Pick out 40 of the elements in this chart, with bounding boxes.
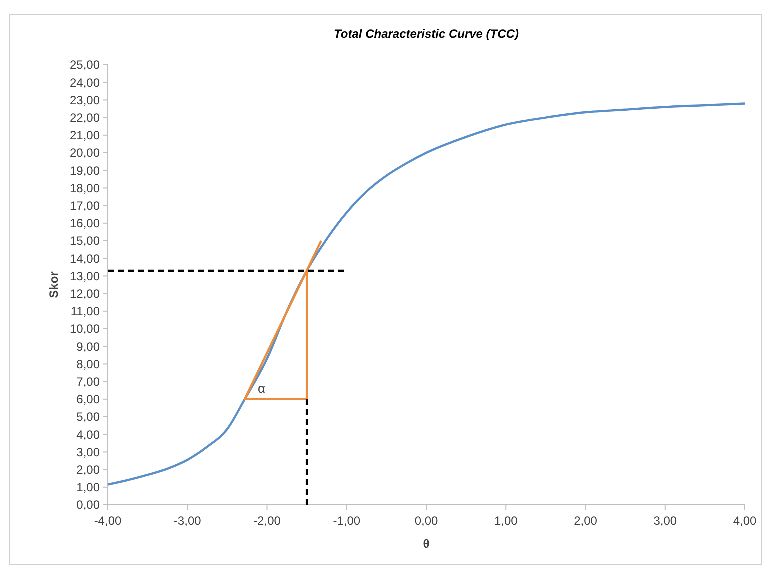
- x-tick-label: -4,00: [94, 514, 122, 528]
- x-tick-label: 4,00: [733, 514, 757, 528]
- y-tick-label: 19,00: [70, 164, 100, 178]
- y-tick-label: 11,00: [70, 304, 100, 319]
- y-tick-label: 16,00: [70, 216, 100, 231]
- y-tick-label: 25,00: [70, 58, 100, 72]
- y-tick-label: 2,00: [76, 463, 100, 477]
- y-tick-label: 10,00: [70, 322, 100, 336]
- y-tick-label: 14,00: [70, 252, 100, 266]
- y-tick-label: 18,00: [70, 181, 100, 196]
- x-tick-label: 2,00: [574, 514, 598, 528]
- y-tick-label: 8,00: [76, 357, 100, 372]
- x-axis-title: θ: [423, 537, 430, 551]
- x-tick-label: 1,00: [494, 514, 518, 528]
- x-tick-label: -3,00: [174, 514, 202, 528]
- y-tick-label: 0,00: [76, 498, 100, 512]
- y-tick-label: 24,00: [70, 76, 100, 90]
- chart-title: Total Characteristic Curve (TCC): [334, 27, 519, 41]
- y-tick-label: 21,00: [70, 128, 100, 143]
- y-tick-label: 9,00: [76, 340, 100, 354]
- y-tick-label: 13,00: [70, 269, 100, 284]
- y-tick-label: 5,00: [76, 410, 100, 424]
- line-series: [106, 102, 746, 486]
- x-tick-label: -2,00: [254, 514, 282, 528]
- y-tick-label: 23,00: [70, 93, 100, 108]
- x-tick-label: 0,00: [414, 514, 438, 528]
- y-tick-label: 7,00: [76, 375, 100, 389]
- y-tick-label: 3,00: [76, 445, 100, 460]
- y-axis-title: Skor: [47, 271, 61, 298]
- x-tick-label: -1,00: [333, 514, 361, 528]
- y-tick-label: 22,00: [70, 111, 100, 125]
- y-tick-label: 12,00: [70, 287, 100, 301]
- x-tick-label: 3,00: [654, 514, 678, 528]
- y-tick-label: 1,00: [76, 480, 100, 495]
- y-tick-label: 15,00: [70, 234, 100, 248]
- y-tick-label: 17,00: [70, 199, 100, 213]
- y-tick-label: 20,00: [70, 146, 100, 160]
- y-tick-label: 4,00: [76, 428, 100, 442]
- y-tick-label: 6,00: [76, 392, 100, 407]
- annotation: α: [258, 381, 266, 396]
